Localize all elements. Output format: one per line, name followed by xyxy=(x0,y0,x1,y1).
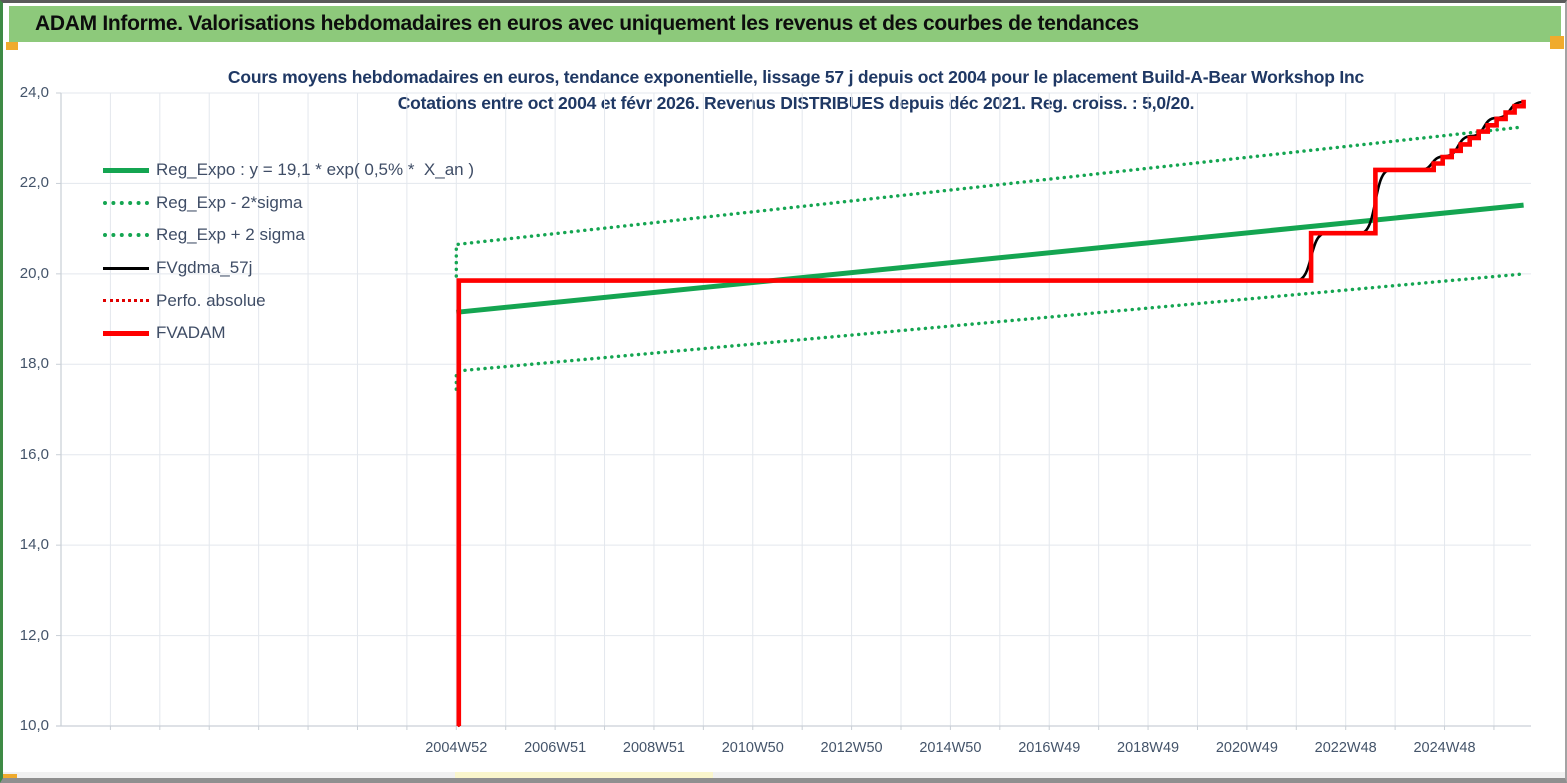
x-axis-label: 2008W51 xyxy=(622,740,685,756)
corner-marker-bottom-left-icon xyxy=(3,774,17,778)
y-axis-label: 10,0 xyxy=(19,717,49,734)
corner-marker-top-right-icon xyxy=(1550,36,1564,49)
y-axis-label: 24,0 xyxy=(19,84,49,101)
x-axis-label: 2004W52 xyxy=(425,740,488,756)
legend-item: FVADAM xyxy=(103,317,474,350)
legend-label: FVADAM xyxy=(156,323,226,343)
legend-swatch-dotted-line-icon xyxy=(103,299,149,303)
legend-swatch-solid-line-icon xyxy=(103,330,149,336)
legend-swatch-solid-line-icon xyxy=(103,266,149,270)
legend-swatch-dotted-line-icon xyxy=(103,233,149,238)
corner-marker-top-left-icon xyxy=(6,42,18,50)
series-line-fvadam xyxy=(456,99,1526,726)
bottom-band xyxy=(3,772,1565,778)
plot-canvas xyxy=(56,92,1531,730)
series-line-reg-expo xyxy=(456,202,1524,315)
series-line-reg-exp-2-sigma xyxy=(454,125,1526,278)
bottom-highlight-left xyxy=(615,779,713,783)
series-line-perfo-absolue xyxy=(457,98,1525,728)
x-axis-label: 2012W50 xyxy=(820,740,883,756)
x-axis-label: 2016W49 xyxy=(1018,740,1081,756)
series-line-fvgdma-57j xyxy=(461,100,1524,282)
legend-item: Perfo. absolue xyxy=(103,284,474,317)
x-axis-label: 2006W51 xyxy=(524,740,587,756)
report-title-bar: ADAM Informe. Valorisations hebdomadaire… xyxy=(9,6,1561,42)
legend-item: Reg_Exp + 2 sigma xyxy=(103,219,474,252)
y-axis-label: 16,0 xyxy=(19,445,49,463)
bottom-highlight-right xyxy=(919,779,1027,783)
chart-title-line2: Cotations entre oct 2004 et févr 2026. R… xyxy=(397,93,1195,113)
legend-item: FVgdma_57j xyxy=(103,252,474,285)
y-axis-label: 14,0 xyxy=(19,536,49,554)
x-axis-label: 2014W50 xyxy=(919,740,982,756)
legend-swatch-dotted-line-icon xyxy=(103,200,149,205)
chart-title-line1: Cours moyens hebdomadaires en euros, ten… xyxy=(227,67,1365,87)
legend-item: Reg_Exp - 2*sigma xyxy=(103,187,474,220)
x-axis-label: 2020W49 xyxy=(1215,740,1278,756)
legend-label: Reg_Exp - 2*sigma xyxy=(156,192,303,212)
x-axis-label: 2022W48 xyxy=(1314,740,1377,756)
x-axis-label: 2010W50 xyxy=(721,740,784,756)
x-axis-label: 2018W49 xyxy=(1117,740,1180,756)
legend-label: Reg_Expo : y = 19,1 * exp( 0,5% * X_an ) xyxy=(156,160,474,180)
y-axis-label: 12,0 xyxy=(19,626,49,644)
y-axis-label: 18,0 xyxy=(19,355,49,373)
x-axis-label: 2024W48 xyxy=(1413,740,1476,756)
legend-label: FVgdma_57j xyxy=(156,258,253,278)
y-axis-label: 20,0 xyxy=(19,264,49,282)
series-line-reg-exp-2-sigma xyxy=(454,272,1526,391)
chart-legend: Reg_Expo : y = 19,1 * exp( 0,5% * X_an )… xyxy=(103,154,474,350)
report-title: ADAM Informe. Valorisations hebdomadaire… xyxy=(35,12,1139,35)
chart-title: Cours moyens hebdomadaires en euros, ten… xyxy=(61,64,1531,116)
legend-swatch-solid-line-icon xyxy=(103,167,149,173)
bottom-highlight-pale xyxy=(455,772,713,778)
legend-label: Perfo. absolue xyxy=(156,290,266,310)
legend-label: Reg_Exp + 2 sigma xyxy=(156,225,305,245)
legend-item: Reg_Expo : y = 19,1 * exp( 0,5% * X_an ) xyxy=(103,154,474,187)
y-axis-label: 22,0 xyxy=(19,174,49,192)
